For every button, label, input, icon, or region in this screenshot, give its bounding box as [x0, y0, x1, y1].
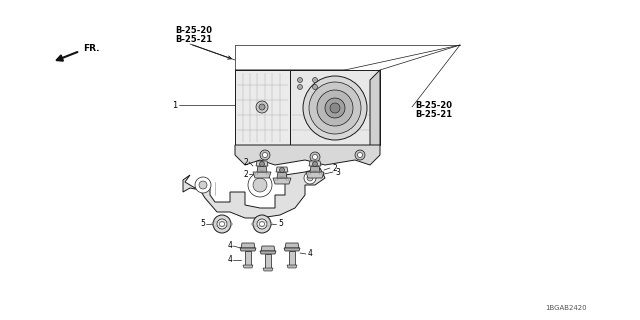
Circle shape [325, 98, 345, 118]
Circle shape [259, 221, 264, 227]
Circle shape [312, 77, 317, 83]
Circle shape [312, 162, 317, 166]
Polygon shape [306, 172, 324, 178]
Circle shape [199, 181, 207, 189]
Polygon shape [245, 251, 251, 267]
Circle shape [312, 84, 317, 90]
Circle shape [253, 178, 267, 192]
Polygon shape [183, 168, 325, 218]
Polygon shape [263, 268, 273, 271]
Circle shape [298, 84, 303, 90]
Polygon shape [290, 70, 380, 145]
Text: B-25-20: B-25-20 [415, 100, 452, 109]
Text: 2: 2 [243, 170, 248, 179]
Circle shape [260, 150, 270, 160]
Polygon shape [265, 254, 271, 270]
Polygon shape [310, 166, 320, 172]
Circle shape [303, 76, 367, 140]
Circle shape [309, 82, 361, 134]
Text: 2: 2 [332, 164, 337, 172]
Polygon shape [284, 248, 300, 251]
Text: B-25-21: B-25-21 [175, 35, 212, 44]
Polygon shape [289, 251, 295, 267]
Polygon shape [235, 145, 380, 165]
Text: 3: 3 [335, 167, 340, 177]
Polygon shape [253, 172, 271, 178]
Text: FR.: FR. [83, 44, 99, 52]
Circle shape [257, 219, 267, 229]
Circle shape [256, 101, 268, 113]
Circle shape [195, 177, 211, 193]
Text: 1BGAB2420: 1BGAB2420 [545, 305, 587, 311]
Text: 4: 4 [308, 250, 313, 259]
Circle shape [259, 104, 265, 110]
Text: 5: 5 [200, 220, 205, 228]
Circle shape [220, 221, 225, 227]
Circle shape [280, 167, 285, 172]
Polygon shape [235, 70, 370, 80]
Circle shape [312, 155, 317, 159]
Text: 2: 2 [243, 157, 248, 166]
Polygon shape [260, 251, 276, 254]
Polygon shape [256, 161, 268, 166]
Circle shape [355, 150, 365, 160]
Polygon shape [277, 172, 287, 178]
Text: 4: 4 [227, 242, 232, 251]
Polygon shape [257, 166, 267, 172]
Circle shape [358, 153, 362, 157]
Polygon shape [309, 161, 321, 166]
Polygon shape [276, 167, 288, 172]
Polygon shape [273, 178, 291, 184]
Circle shape [304, 172, 316, 184]
Circle shape [217, 219, 227, 229]
Polygon shape [243, 265, 253, 268]
Polygon shape [240, 248, 256, 251]
Circle shape [298, 77, 303, 83]
Polygon shape [235, 70, 290, 145]
Polygon shape [285, 243, 299, 248]
Text: B-25-20: B-25-20 [175, 26, 212, 35]
Polygon shape [370, 70, 380, 155]
Text: 5: 5 [278, 220, 283, 228]
Circle shape [330, 103, 340, 113]
Circle shape [310, 152, 320, 162]
Circle shape [262, 153, 268, 157]
Circle shape [253, 215, 271, 233]
Polygon shape [241, 243, 255, 248]
Circle shape [213, 215, 231, 233]
Polygon shape [287, 265, 297, 268]
Circle shape [317, 90, 353, 126]
Circle shape [259, 162, 264, 166]
Circle shape [307, 175, 313, 181]
Polygon shape [261, 246, 275, 251]
Text: 4: 4 [227, 255, 232, 265]
Text: B-25-21: B-25-21 [415, 109, 452, 118]
Circle shape [248, 173, 272, 197]
Text: 1: 1 [172, 100, 177, 109]
